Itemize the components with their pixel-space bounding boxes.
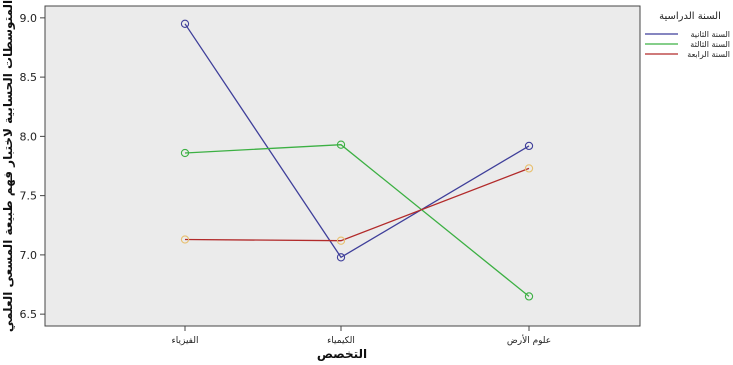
data-point-marker xyxy=(180,148,190,158)
x-tick-label: علوم الأرض xyxy=(507,334,551,346)
plot-area xyxy=(44,5,641,327)
y-tick-label: 8.5 xyxy=(20,71,38,84)
y-tick-label: 8.0 xyxy=(20,130,38,143)
y-tick-label: 7.0 xyxy=(20,249,38,262)
legend-label: السنة الرابعة xyxy=(687,50,730,59)
x-axis-title: التخصص xyxy=(317,347,367,361)
y-axis-title: المتوسطات الحسابية لاختبار فهم طبيعة الم… xyxy=(1,0,16,332)
legend-label: السنة الثانية xyxy=(691,30,730,39)
x-axis-ticks: الفيزياء الكيمياء علوم الأرض xyxy=(172,326,551,346)
data-point-marker xyxy=(336,140,346,149)
data-point-marker xyxy=(524,292,534,301)
series-line-3 xyxy=(184,167,530,242)
series-line-2 xyxy=(184,144,530,297)
y-tick-label: 7.5 xyxy=(20,190,38,203)
data-point-marker xyxy=(336,236,346,245)
y-tick-label: 9.0 xyxy=(20,12,38,25)
legend-title: السنة الدراسية xyxy=(659,11,721,22)
data-point-marker xyxy=(336,253,346,262)
y-axis-ticks: 6.5 7.0 7.5 8.0 8.5 9.0 xyxy=(20,12,45,321)
legend-label: السنة الثالثة xyxy=(690,40,730,49)
x-tick-label: الكيمياء xyxy=(327,336,355,346)
series-markers xyxy=(180,19,534,301)
y-tick-label: 6.5 xyxy=(20,308,38,321)
x-tick-label: الفيزياء xyxy=(172,336,199,346)
data-point-marker xyxy=(180,235,190,244)
data-point-marker xyxy=(524,164,534,173)
series-lines xyxy=(184,23,530,297)
data-point-marker xyxy=(180,19,190,28)
data-point-marker xyxy=(524,141,534,151)
series-line-1 xyxy=(184,23,530,259)
